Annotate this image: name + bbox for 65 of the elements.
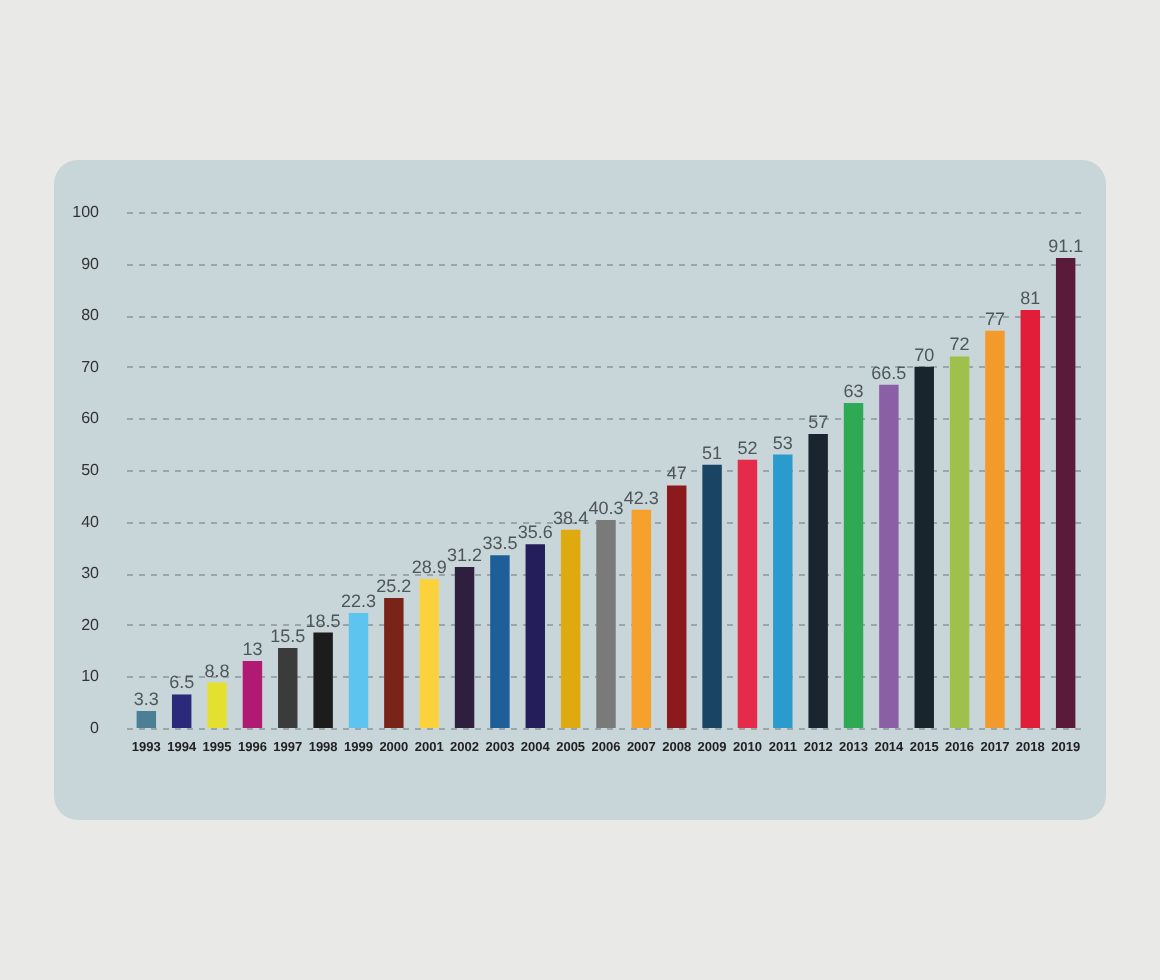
data-label: 25.2 — [376, 575, 412, 596]
bar — [525, 544, 546, 728]
bar — [278, 648, 298, 728]
data-label: 28.9 — [411, 556, 447, 577]
bar — [384, 597, 404, 728]
y-tick-label: 60 — [81, 409, 101, 428]
y-tick-label: 30 — [81, 564, 101, 583]
data-label: 77 — [984, 308, 1005, 329]
bar — [808, 433, 828, 728]
bar — [171, 694, 192, 728]
data-label: 53 — [772, 432, 793, 453]
data-label: 66.5 — [871, 362, 907, 383]
bar — [737, 459, 758, 728]
bar — [702, 464, 722, 728]
y-tick-label: 70 — [81, 357, 101, 376]
data-label: 15.5 — [270, 626, 306, 647]
bar — [1055, 257, 1076, 728]
data-label: 57 — [808, 411, 829, 432]
data-label: 3.3 — [133, 688, 159, 709]
data-label: 22.3 — [340, 590, 377, 611]
bar — [242, 660, 263, 728]
data-label: 47 — [666, 463, 687, 484]
data-label: 38.4 — [553, 507, 589, 528]
bar — [136, 710, 157, 728]
data-label: 63 — [843, 380, 864, 401]
data-label: 13 — [242, 638, 263, 659]
bar — [490, 555, 510, 728]
data-label: 35.6 — [517, 522, 553, 543]
bar — [631, 509, 652, 728]
data-label: 91.1 — [1048, 235, 1084, 256]
bar — [596, 520, 616, 728]
bar — [419, 578, 439, 728]
y-tick-label: 0 — [90, 719, 101, 737]
bar — [1020, 310, 1041, 728]
data-label: 52 — [737, 437, 758, 458]
data-label: 33.5 — [482, 533, 518, 554]
y-tick-label: 40 — [81, 512, 101, 531]
data-label: 70 — [914, 344, 935, 365]
data-label: 40.3 — [588, 498, 624, 519]
y-tick-label: 90 — [81, 254, 101, 273]
bar — [207, 682, 227, 728]
data-label: 31.2 — [447, 545, 483, 566]
data-label: 72 — [949, 334, 970, 355]
bar — [313, 632, 333, 728]
data-label: 18.5 — [305, 610, 341, 631]
bar — [879, 384, 899, 728]
bar — [666, 485, 687, 728]
y-tick-label: 20 — [81, 615, 101, 634]
bar — [773, 454, 793, 728]
data-label: 6.5 — [169, 672, 195, 693]
bar — [348, 612, 369, 728]
data-label: 42.3 — [623, 487, 659, 508]
y-tick-label: 80 — [81, 306, 101, 325]
bar — [985, 330, 1005, 728]
y-tick-label: 50 — [81, 461, 101, 479]
data-label: 51 — [702, 442, 723, 463]
y-tick-label: 10 — [81, 667, 101, 686]
bar — [949, 356, 970, 728]
bar — [560, 529, 581, 728]
y-tick-label: 100 — [72, 203, 101, 221]
bar — [843, 402, 864, 728]
data-label: 81 — [1020, 288, 1041, 309]
bar — [454, 567, 475, 728]
bar — [914, 366, 934, 728]
data-label: 8.8 — [204, 660, 230, 681]
